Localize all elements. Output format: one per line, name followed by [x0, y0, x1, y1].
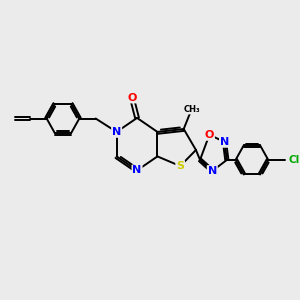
Text: N: N [112, 127, 121, 137]
Text: Cl: Cl [289, 155, 300, 165]
Text: N: N [220, 137, 229, 147]
Text: O: O [205, 130, 214, 140]
Text: CH₃: CH₃ [184, 105, 200, 114]
Text: N: N [208, 166, 217, 176]
Text: N: N [132, 165, 142, 176]
Text: O: O [127, 92, 136, 103]
Text: S: S [176, 161, 184, 171]
